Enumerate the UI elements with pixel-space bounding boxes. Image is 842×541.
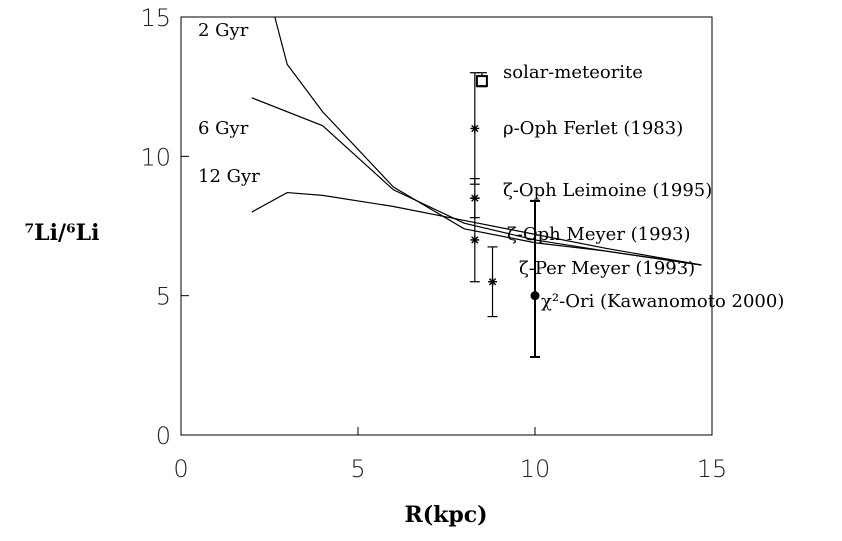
x-tick-label: 5	[350, 455, 365, 483]
point-label: ζ-Per Meyer (1993)	[519, 258, 695, 279]
point	[488, 277, 498, 287]
series-label: 12 Gyr	[198, 166, 260, 187]
point-label: ζ-Oph Leimoine (1995)	[503, 180, 712, 201]
point	[470, 235, 480, 245]
series-label: 2 Gyr	[198, 20, 249, 41]
y-tick-label: 5	[156, 283, 171, 311]
point-label: χ²-Ori (Kawanomoto 2000)	[541, 291, 784, 312]
error-bar	[530, 199, 540, 358]
point	[530, 291, 540, 301]
y-tick-label: 0	[156, 422, 171, 450]
point	[470, 123, 480, 133]
x-tick-label: 15	[697, 455, 728, 483]
point-label: ζ-Oph Meyer (1993)	[507, 224, 691, 245]
x-axis-label: R(kpc)	[404, 502, 487, 528]
y-tick-label: 10	[140, 143, 171, 171]
point-label: ρ-Oph Ferlet (1983)	[503, 118, 683, 139]
plot-frame	[180, 16, 713, 436]
y-tick-label: 15	[140, 4, 171, 32]
y-axis-label: ⁷Li/⁶Li	[25, 220, 100, 246]
point	[475, 75, 488, 88]
model-line	[251, 191, 702, 266]
x-tick-label: 10	[520, 455, 551, 483]
point-label: solar-meteorite	[503, 62, 643, 83]
x-tick-label: 0	[173, 455, 188, 483]
series-label: 6 Gyr	[198, 118, 249, 139]
model-line	[251, 97, 702, 266]
